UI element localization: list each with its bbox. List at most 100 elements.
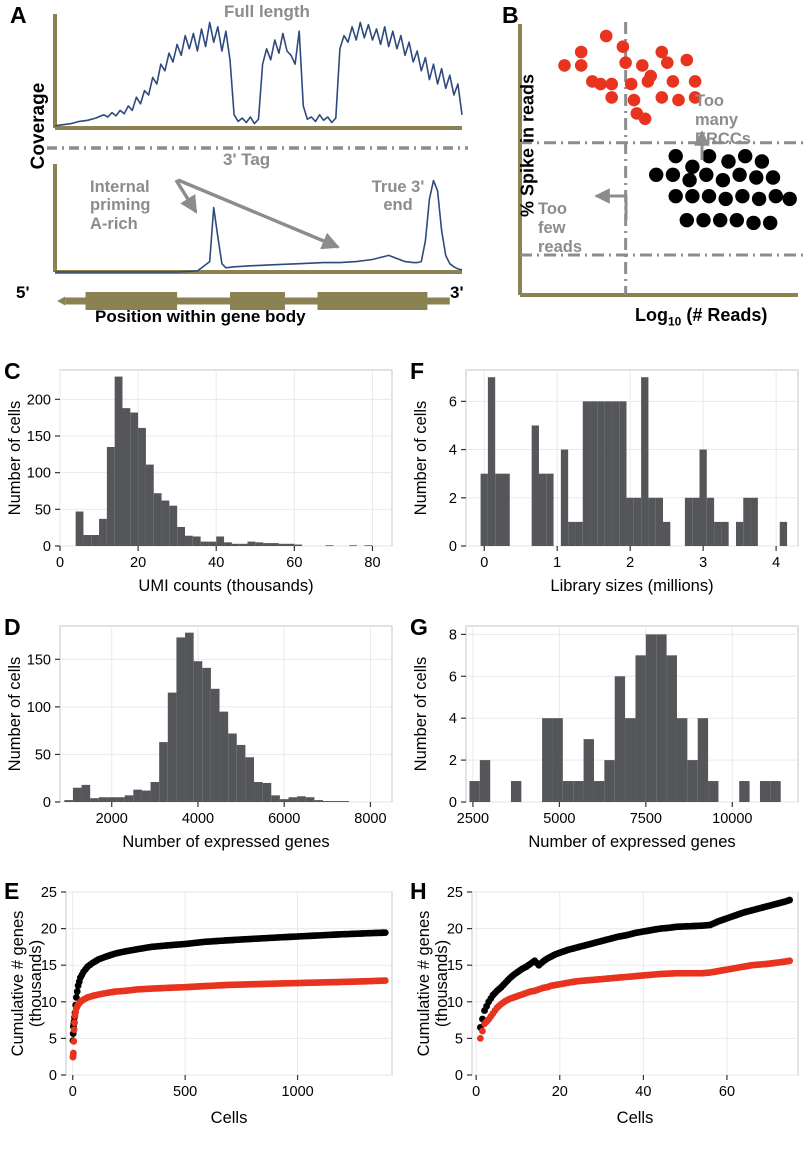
panel-b-black-dot bbox=[649, 167, 664, 182]
histogram-bar bbox=[325, 545, 334, 546]
histogram-bar bbox=[349, 545, 357, 546]
panel-b-black-dot bbox=[735, 189, 750, 204]
panel-f-x-axis-label: Library sizes (millions) bbox=[550, 577, 713, 595]
panel-b-graphic bbox=[518, 22, 806, 297]
histogram-bar bbox=[286, 543, 295, 546]
histogram-bar bbox=[706, 497, 715, 546]
histogram-bar bbox=[759, 781, 771, 802]
panel-b-red-dot bbox=[666, 75, 680, 88]
x-tick-label: 1000 bbox=[281, 1084, 313, 1100]
x-tick-label: 20 bbox=[130, 555, 146, 571]
panel-b-black-dot bbox=[738, 149, 753, 164]
y-tick-label: 50 bbox=[35, 747, 51, 763]
histogram-bar bbox=[245, 757, 255, 802]
histogram-bar bbox=[676, 718, 688, 802]
x-tick-label: 40 bbox=[208, 555, 224, 571]
y-tick-label: 15 bbox=[447, 958, 463, 974]
scatter-point bbox=[476, 1035, 484, 1042]
panel-e-y-axis-label-line2: (thousands) bbox=[27, 940, 45, 1027]
panel-g-y-axis-label: Number of cells bbox=[412, 657, 430, 772]
x-tick-label: 1 bbox=[553, 555, 561, 571]
panel-b-black-dot bbox=[696, 213, 711, 228]
panel-b-red-dot bbox=[627, 93, 641, 107]
scatter-point bbox=[381, 977, 389, 984]
histogram-bar bbox=[114, 376, 123, 546]
y-tick-label: 0 bbox=[455, 1068, 463, 1084]
panel-b-black-dot bbox=[685, 159, 700, 174]
x-tick-label: 60 bbox=[286, 555, 302, 571]
histogram-bar bbox=[107, 797, 117, 802]
panel-e-graphic: 0 5 10 15 20 25 0 500 1000 Cells Cumulative # gene… bbox=[9, 885, 393, 1127]
histogram-bar bbox=[279, 799, 289, 802]
scatter-point bbox=[70, 1049, 77, 1057]
histogram-bar bbox=[314, 800, 324, 802]
histogram-bar bbox=[593, 781, 605, 802]
histogram-bar bbox=[568, 521, 576, 546]
histogram-bar bbox=[655, 497, 664, 546]
panel-b-red-dot bbox=[688, 91, 702, 104]
histogram-bar bbox=[699, 449, 707, 546]
panel-a-arrow-short bbox=[174, 179, 198, 214]
histogram-bar bbox=[770, 781, 781, 802]
panel-c-x-axis-label: UMI counts (thousands) bbox=[138, 577, 313, 595]
histogram-bar bbox=[106, 447, 115, 546]
histogram-bar bbox=[278, 543, 287, 546]
histogram-bar bbox=[604, 401, 612, 546]
panel-b-red-dot bbox=[619, 56, 632, 69]
histogram-bar bbox=[159, 742, 168, 802]
panel-b-black-dot bbox=[768, 189, 783, 204]
panel-b-black-dot bbox=[751, 191, 767, 207]
panel-b-red-dot bbox=[605, 77, 618, 91]
panel-b-red-dot bbox=[624, 77, 638, 91]
panel-b-red-dot bbox=[655, 45, 669, 59]
histogram-bar bbox=[542, 718, 553, 802]
y-tick-label: 2 bbox=[449, 491, 457, 507]
panel-a-full-length-curve bbox=[54, 21, 463, 127]
histogram-bar bbox=[99, 518, 107, 546]
histogram-bar bbox=[239, 543, 248, 546]
histogram-bar bbox=[538, 473, 547, 546]
panel-c-label: C bbox=[4, 358, 21, 384]
histogram-bar bbox=[469, 781, 480, 802]
histogram-bar bbox=[656, 634, 667, 802]
histogram-bar bbox=[247, 541, 256, 546]
panel-f-label: F bbox=[410, 358, 425, 384]
panel-b-black-dot bbox=[782, 191, 797, 207]
y-tick-label: 6 bbox=[449, 669, 457, 685]
histogram-bar bbox=[721, 521, 729, 546]
histogram-bar bbox=[294, 544, 303, 546]
y-tick-label: 6 bbox=[449, 394, 457, 410]
panel-b-black-dot bbox=[668, 189, 683, 204]
panel-h-y-axis-label-line2: (thousands) bbox=[433, 940, 451, 1027]
histogram-bar bbox=[480, 473, 488, 546]
panel-b-red-dot bbox=[661, 56, 674, 69]
histogram-bar bbox=[176, 637, 186, 802]
histogram-bar bbox=[133, 789, 142, 802]
panel-b-black-dot bbox=[754, 154, 770, 169]
scatter-point bbox=[479, 1027, 486, 1035]
histogram-bar bbox=[75, 511, 84, 546]
histogram-bar bbox=[177, 526, 185, 546]
histogram-bar bbox=[200, 541, 209, 546]
histogram-bar bbox=[90, 798, 99, 802]
y-tick-label: 20 bbox=[41, 922, 57, 938]
panel-d-x-axis-label: Number of expressed genes bbox=[122, 833, 329, 851]
histogram-bar bbox=[231, 543, 240, 546]
y-tick-label: 25 bbox=[447, 885, 463, 901]
panel-g-x-axis-label: Number of expressed genes bbox=[528, 833, 735, 851]
panel-b-red-dot bbox=[586, 75, 599, 88]
histogram-bar bbox=[743, 497, 751, 546]
y-tick-label: 150 bbox=[27, 652, 51, 668]
histogram-bar bbox=[582, 401, 591, 546]
panel-b-black-dot bbox=[668, 149, 683, 164]
x-tick-label: 0 bbox=[69, 1084, 77, 1100]
histogram-bar bbox=[635, 655, 646, 802]
y-tick-label: 150 bbox=[27, 429, 51, 445]
panel-b-red-dot bbox=[636, 59, 649, 72]
panel-b-red-dot bbox=[558, 59, 571, 72]
y-tick-label: 20 bbox=[447, 922, 463, 938]
x-tick-label: 20 bbox=[552, 1084, 568, 1100]
y-tick-label: 5 bbox=[455, 1031, 463, 1047]
panel-h-graphic: 0 5 10 15 20 25 0 20 40 60 Cells Cumulative # genes… bbox=[415, 885, 799, 1127]
